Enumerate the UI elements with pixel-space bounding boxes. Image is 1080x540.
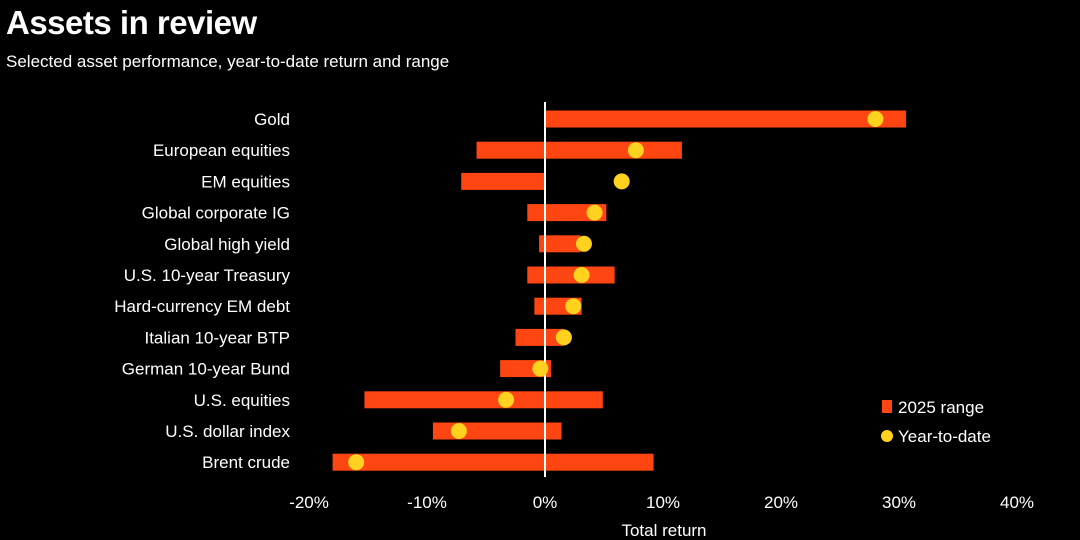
category-label-european-equities: European equities <box>153 141 290 160</box>
ytd-point-brent-crude <box>348 454 365 471</box>
x-tick-label: 40% <box>1000 493 1034 512</box>
range-bars <box>332 110 907 471</box>
range-bar-brent-crude <box>332 453 654 471</box>
chart-subtitle: Selected asset performance, year-to-date… <box>6 52 450 71</box>
range-bar-gold <box>545 110 907 128</box>
category-label-em-equities: EM equities <box>201 172 290 191</box>
ytd-point-u-s-equities <box>498 391 515 408</box>
range-bar-u-s-10-year-treasury <box>527 266 615 284</box>
ytd-point-u-s-10-year-treasury <box>573 267 590 283</box>
category-label-u-s-dollar-index: U.S. dollar index <box>165 422 290 441</box>
category-label-global-high-yield: Global high yield <box>164 235 290 254</box>
range-bar-global-high-yield <box>539 235 581 253</box>
range-bar-italian-10-year-btp <box>515 328 564 346</box>
category-label-gold: Gold <box>254 110 290 129</box>
ytd-point-em-equities <box>613 173 630 190</box>
ytd-point-gold <box>867 111 884 127</box>
ytd-point-hard-currency-em-debt <box>565 298 582 315</box>
x-tick-label: 20% <box>764 493 798 512</box>
category-label-global-corporate-ig: Global corporate IG <box>142 204 290 223</box>
chart-title: Assets in review <box>6 4 257 41</box>
category-label-u-s-10-year-treasury: U.S. 10-year Treasury <box>124 266 291 285</box>
x-tick-label: 0% <box>533 493 558 512</box>
x-tick-label: 30% <box>882 493 916 512</box>
x-axis-title: Total return <box>621 521 706 540</box>
ytd-points <box>348 111 884 471</box>
category-label-brent-crude: Brent crude <box>202 453 290 472</box>
x-tick-label: 10% <box>646 493 680 512</box>
ytd-point-u-s-dollar-index <box>450 423 467 439</box>
ytd-point-european-equities <box>627 142 644 159</box>
x-axis-ticks: -20% -10% 0% 10% 20% 30% 40% <box>289 493 1034 512</box>
category-labels: Gold European equities EM equities Global c… <box>114 110 290 472</box>
category-label-german-10-year-bund: German 10-year Bund <box>122 360 290 379</box>
ytd-point-german-10-year-bund <box>532 360 549 377</box>
legend-ytd-label: Year-to-date <box>898 427 991 446</box>
category-label-u-s-equities: U.S. equities <box>194 391 290 410</box>
legend-ytd-swatch <box>881 430 893 442</box>
category-label-italian-10-year-btp: Italian 10-year BTP <box>144 328 290 347</box>
legend-range-swatch <box>882 400 892 413</box>
range-bar-global-corporate-ig <box>527 204 607 222</box>
legend: 2025 range Year-to-date <box>881 398 991 446</box>
x-tick-label: -10% <box>407 493 447 512</box>
range-bar-european-equities <box>476 141 682 159</box>
ytd-point-global-corporate-ig <box>586 204 603 221</box>
category-label-hard-currency-em-debt: Hard-currency EM debt <box>114 297 290 316</box>
legend-range-label: 2025 range <box>898 398 984 417</box>
ytd-point-italian-10-year-btp <box>555 329 572 346</box>
range-bar-em-equities <box>461 172 545 190</box>
range-bar-u-s-equities <box>364 391 603 409</box>
x-tick-label: -20% <box>289 493 329 512</box>
ytd-point-global-high-yield <box>575 235 592 252</box>
